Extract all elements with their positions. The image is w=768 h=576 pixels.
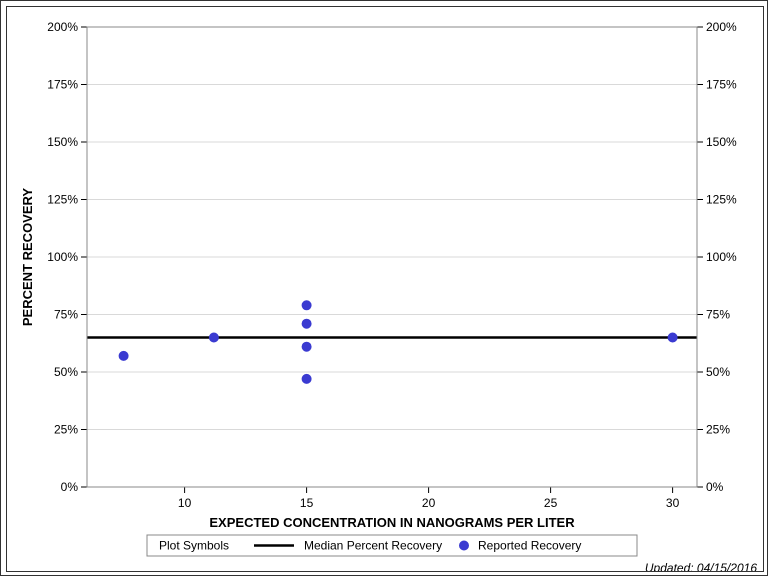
y-tick-label-left: 100% — [47, 250, 78, 264]
y-tick-label-right: 25% — [706, 423, 730, 437]
x-tick-label: 30 — [666, 496, 680, 510]
scatter-point — [302, 342, 311, 351]
y-tick-label-right: 175% — [706, 78, 737, 92]
y-tick-label-right: 50% — [706, 365, 730, 379]
scatter-point — [302, 374, 311, 383]
y-tick-label-right: 125% — [706, 193, 737, 207]
y-tick-label-right: 100% — [706, 250, 737, 264]
scatter-point — [302, 319, 311, 328]
y-axis-label: PERCENT RECOVERY — [20, 188, 35, 327]
legend-marker-sample — [460, 541, 469, 550]
x-tick-label: 25 — [544, 496, 558, 510]
scatter-point — [668, 333, 677, 342]
outer-frame: 0% 0% 25% 25% 50% 50% 75% 75% 100% 100% 125% 125% 15… — [0, 0, 768, 576]
y-tick-label-right: 150% — [706, 135, 737, 149]
scatter-point — [119, 351, 128, 360]
y-tick-label-right: 75% — [706, 308, 730, 322]
y-tick-label-left: 175% — [47, 78, 78, 92]
x-tick-label: 20 — [422, 496, 436, 510]
legend-median-label: Median Percent Recovery — [304, 539, 442, 553]
inner-frame: 0% 0% 25% 25% 50% 50% 75% 75% 100% 100% 125% 125% 15… — [6, 6, 764, 572]
footnote: Updated: 04/15/2016 — [645, 561, 757, 571]
scatter-point — [302, 301, 311, 310]
y-tick-label-right: 0% — [706, 480, 724, 494]
y-tick-label-left: 200% — [47, 20, 78, 34]
y-tick-label-left: 50% — [54, 365, 78, 379]
y-tick-label-left: 0% — [61, 480, 79, 494]
y-tick-label-left: 125% — [47, 193, 78, 207]
scatter-point — [209, 333, 218, 342]
recovery-chart: 0% 0% 25% 25% 50% 50% 75% 75% 100% 100% 125% 125% 15… — [7, 7, 763, 571]
legend-title: Plot Symbols — [159, 539, 229, 553]
y-tick-label-right: 200% — [706, 20, 737, 34]
y-tick-label-left: 75% — [54, 308, 78, 322]
y-tick-label-left: 150% — [47, 135, 78, 149]
y-tick-label-left: 25% — [54, 423, 78, 437]
legend-points-label: Reported Recovery — [478, 539, 581, 553]
x-tick-label: 15 — [300, 496, 314, 510]
x-tick-label: 10 — [178, 496, 192, 510]
x-axis-label: EXPECTED CONCENTRATION IN NANOGRAMS PER … — [209, 515, 575, 530]
